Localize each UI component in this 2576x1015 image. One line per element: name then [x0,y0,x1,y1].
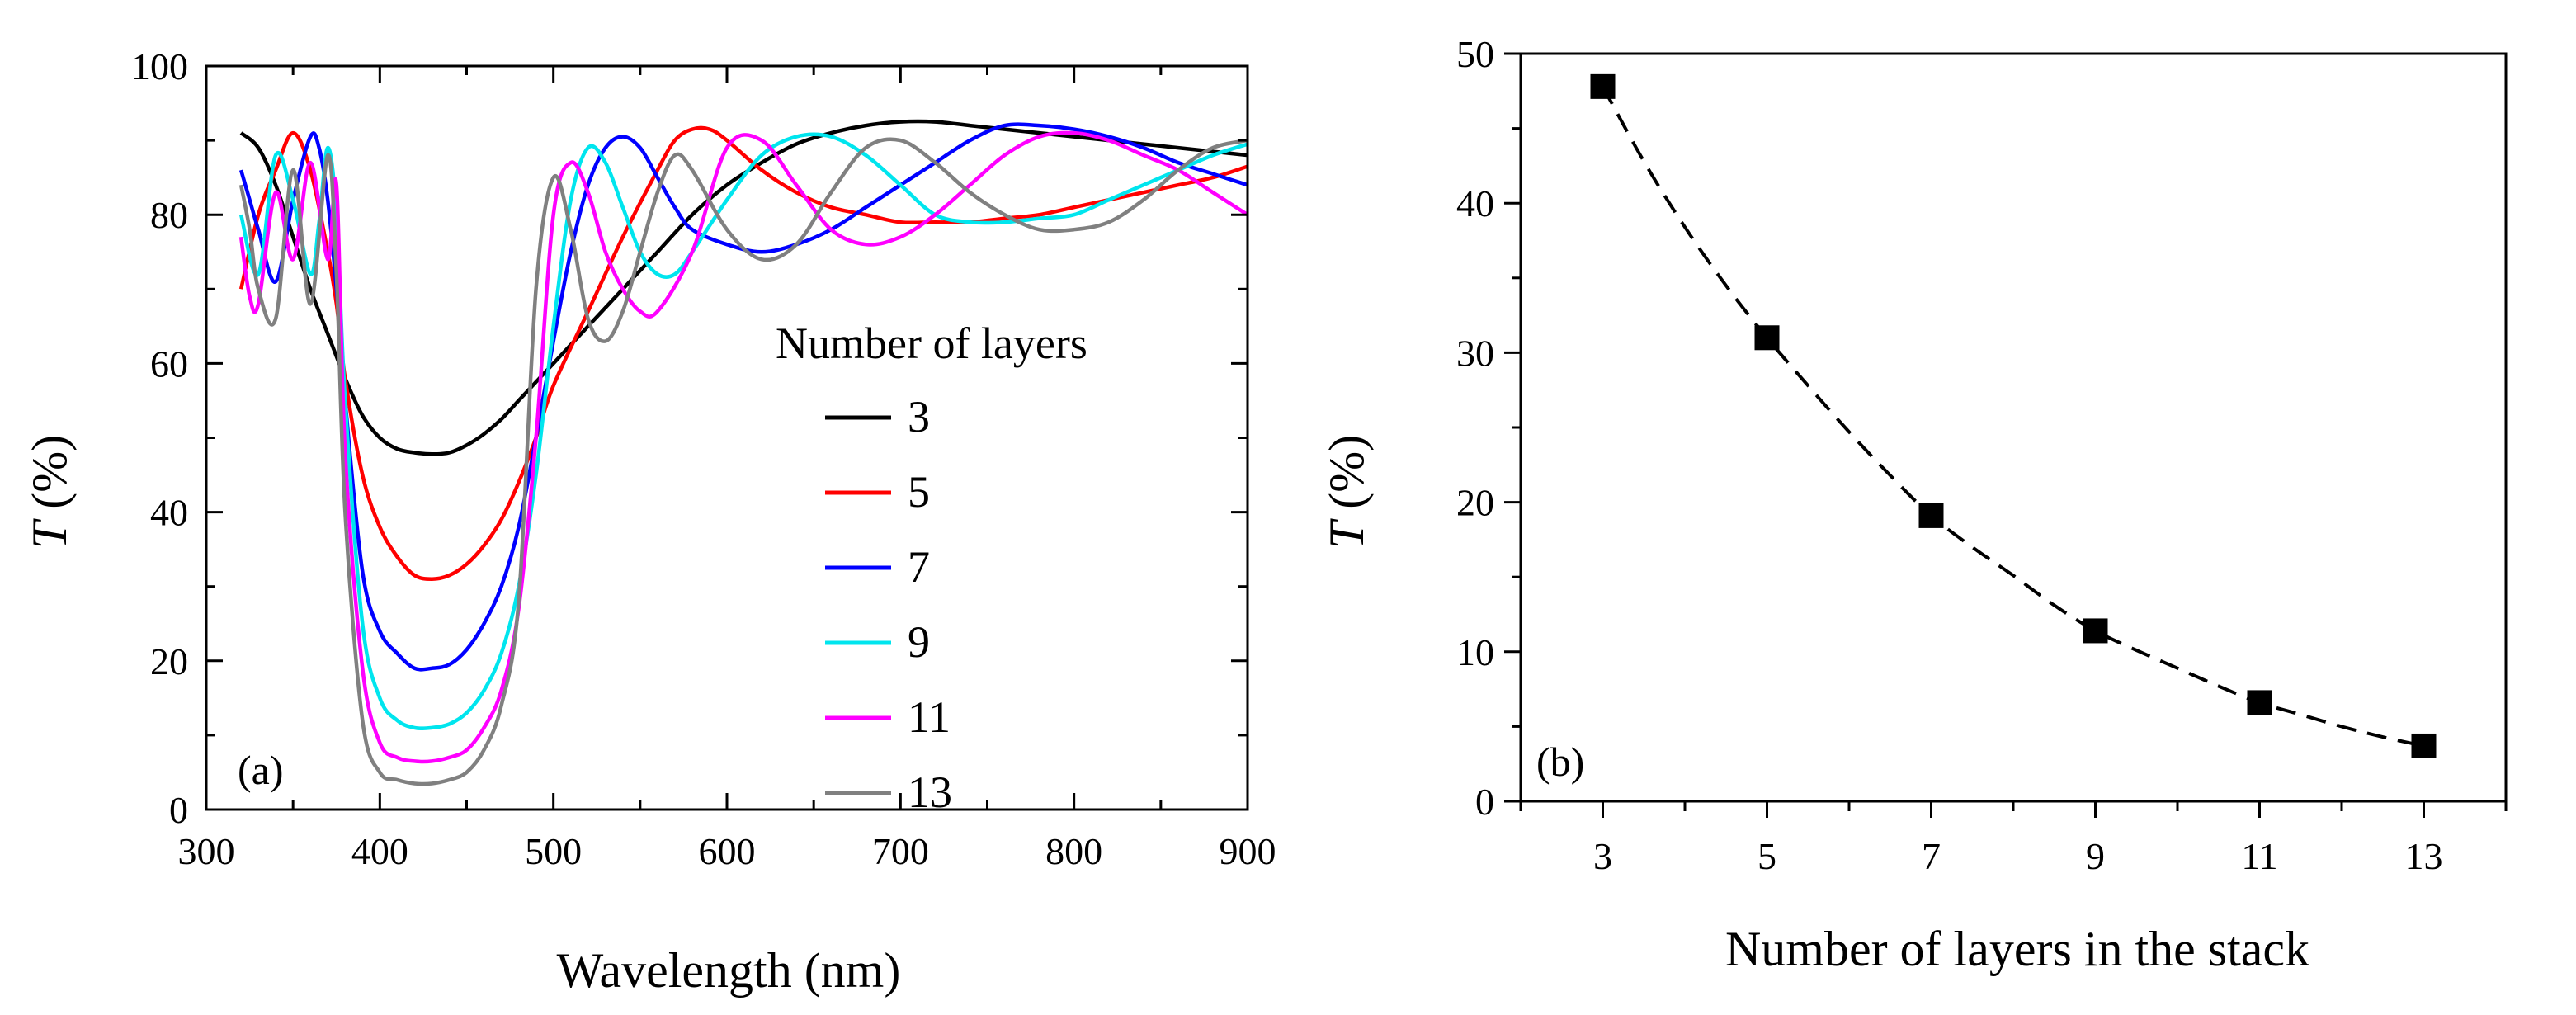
panel-a-legend: Number of layers 3 5 7 9 11 13 [776,319,1087,817]
panel-a-x-tick-label: 900 [1220,830,1276,872]
panel-a-frame [205,64,1249,811]
panel-b-y-tick-label: 0 [1475,781,1494,823]
panel-b: 3 5 7 9 11 13 0 10 20 30 40 50 T (%) Number of laye… [1319,33,2508,976]
panel-a-tick-labels: 300 400 500 600 700 800 900 0 20 40 60 80 100 [131,45,1276,872]
panel-a-x-tick-label: 400 [351,830,408,872]
panel-b-dashed-fit-line [1601,85,2424,748]
panel-b-tick-labels: 3 5 7 9 11 13 0 10 20 30 40 50 [1456,33,2443,877]
data-point-9-layers [2083,618,2108,644]
panel-b-x-tick-label: 5 [1757,835,1776,877]
series-line-5-layers [238,125,1248,581]
panel-a-y-axis-unit: (%) [22,435,77,522]
panel-b-y-axis-title: T (%) [1319,435,1374,549]
series-line-3-layers [239,119,1248,456]
data-point-5-layers [1754,325,1780,351]
panel-b-y-tick-label: 30 [1456,332,1494,374]
data-point-7-layers [1918,503,1944,528]
legend-label-5: 5 [908,467,930,517]
panel-b-label: (b) [1536,739,1584,785]
series-line-9-layers [238,132,1248,730]
panel-b-y-axis-symbol: T [1319,518,1374,549]
panel-b-x-tick-label: 13 [2405,835,2443,877]
panel-b-x-tick-label: 7 [1922,835,1941,877]
panel-a-label: (a) [238,747,284,793]
legend-label-11: 11 [908,692,951,742]
data-point-13-layers [2411,733,2437,758]
legend-items: 3 5 7 9 11 13 [825,392,952,817]
panel-b-x-tick-label: 9 [2086,835,2105,877]
panel-b-x-axis-title: Number of layers in the stack [1725,922,2309,976]
panel-a-x-tick-label: 600 [699,830,756,872]
panel-a-y-tick-label: 20 [150,640,188,682]
legend-title: Number of layers [776,319,1087,368]
legend-label-9: 9 [908,617,930,667]
panel-a-y-tick-label: 40 [150,492,188,534]
panel-b-x-tick-label: 3 [1593,835,1612,877]
panel-a-y-axis-symbol: T [22,518,77,549]
panel-a-ticks [205,64,1249,811]
panel-a-y-tick-label: 100 [131,45,188,87]
panel-b-y-axis-unit: (%) [1319,435,1374,522]
data-point-11-layers [2247,690,2272,715]
panel-a-y-tick-label: 60 [150,342,188,385]
data-point-3-layers [1590,73,1616,99]
panel-a-y-tick-label: 0 [169,789,188,831]
panel-a-x-tick-label: 700 [872,830,929,872]
panel-b-y-tick-label: 10 [1456,631,1494,673]
panel-b-y-tick-label: 50 [1456,33,1494,75]
panel-b-y-tick-label: 20 [1456,482,1494,524]
panel-a-curves [238,119,1249,786]
series-line-13-layers [238,137,1248,786]
panel-b-ticks [1504,52,2508,818]
legend-label-3: 3 [908,392,930,441]
legend-label-7: 7 [908,542,930,592]
panel-b-markers [1590,73,2437,758]
panel-a-x-tick-label: 800 [1045,830,1102,872]
panel-b-frame [1519,52,2508,803]
panel-a-y-axis-title: T (%) [22,435,77,549]
panel-b-x-tick-label: 11 [2241,835,2277,877]
panel-a-x-axis-title: Wavelength (nm) [557,943,901,998]
legend-label-13: 13 [908,767,952,817]
panel-a-y-tick-label: 80 [150,194,188,236]
panel-a-x-tick-label: 300 [178,830,235,872]
panel-b-y-tick-label: 40 [1456,182,1494,224]
panel-a-x-tick-label: 500 [525,830,582,872]
